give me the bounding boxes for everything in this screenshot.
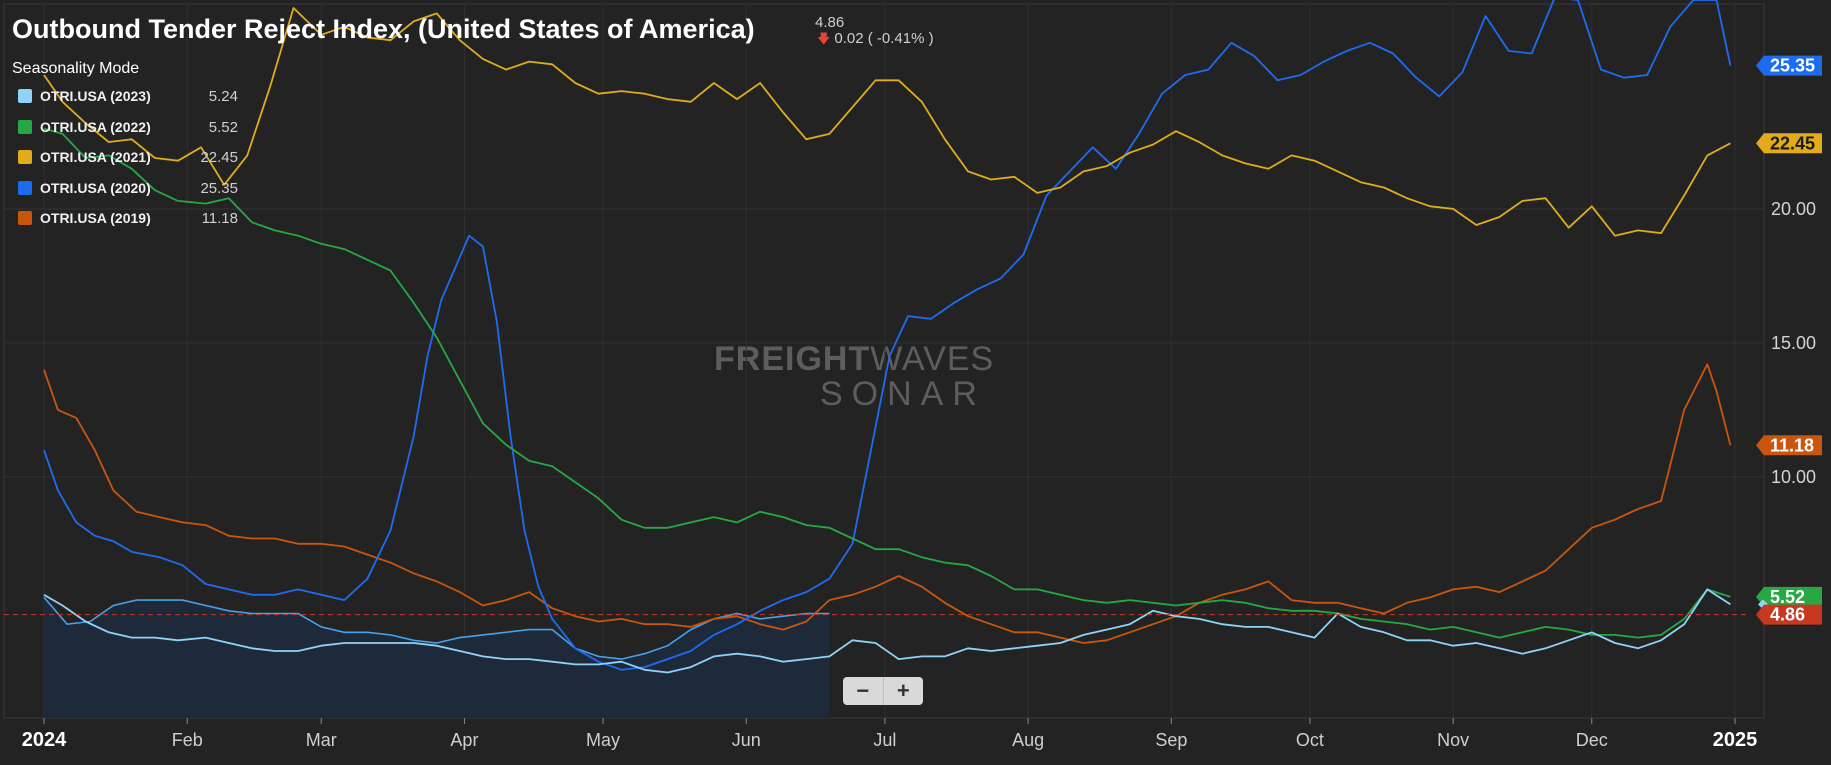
x-tick-label: Aug <box>1012 730 1044 750</box>
badge-text: 4.86 <box>1770 605 1805 625</box>
x-tick-label: 2025 <box>1713 729 1758 751</box>
badge-text: 5.52 <box>1770 587 1805 607</box>
badge-shape <box>1756 435 1822 456</box>
legend-label: OTRI.USA (2022) <box>40 118 151 135</box>
series-line-otri-usa-2022- <box>43 127 1731 639</box>
area-line <box>43 596 830 660</box>
seasonality-mode-label: Seasonality Mode <box>12 60 140 77</box>
y-tick-label: 15.00 <box>1771 333 1816 353</box>
zoom-out-button[interactable]: − <box>843 677 884 705</box>
x-tick-label: Sep <box>1155 730 1187 750</box>
x-tick-label: Dec <box>1576 730 1608 750</box>
value-badges: 5.52 22.45 25.35 11.18 4.86 <box>1756 55 1822 625</box>
series-line-otri-usa-2019- <box>43 363 1732 644</box>
x-tick-label: May <box>586 730 620 750</box>
legend-swatch <box>18 119 32 134</box>
badge-otri-usa-2022-: 5.52 <box>1756 586 1822 607</box>
legend-value: 25.35 <box>200 179 238 197</box>
legend: OTRI.USA (2023) 5.24 OTRI.USA (2022) 5.52 OT… <box>18 86 238 239</box>
zoom-controls: − + <box>843 677 923 705</box>
x-tick-label: Mar <box>306 730 337 750</box>
badge-text: 25.35 <box>1770 56 1815 76</box>
legend-label: OTRI.USA (2019) <box>40 210 151 226</box>
legend-item[interactable]: OTRI.USA (2021) 22.45 <box>18 147 238 178</box>
legend-item[interactable]: OTRI.USA (2022) 5.52 <box>18 117 238 148</box>
x-tick-label: 2024 <box>22 729 67 751</box>
badge-current-value: 4.86 <box>1756 604 1822 625</box>
series-line-otri-usa-2023- <box>43 588 1731 674</box>
legend-item[interactable]: OTRI.USA (2019) 11.18 <box>18 208 238 239</box>
area-fill <box>44 597 830 718</box>
legend-value: 5.24 <box>208 88 238 105</box>
plot-border <box>3 3 1765 719</box>
grid <box>3 3 1765 719</box>
x-tick-label: Jul <box>873 730 896 750</box>
series-line-otri-usa-2020- <box>43 0 1732 671</box>
legend-label: OTRI.USA (2021) <box>40 149 151 165</box>
legend-item[interactable]: OTRI.USA (2020) 25.35 <box>18 178 238 209</box>
legend-swatch <box>18 150 32 164</box>
badge-shape <box>1756 586 1822 607</box>
x-tick-label: Apr <box>450 730 478 750</box>
x-tick-label: Oct <box>1296 730 1324 750</box>
legend-value: 22.45 <box>200 149 238 166</box>
badge-otri-usa-2021-: 22.45 <box>1756 133 1822 154</box>
change-indicator: 🡇 0.02 ( -0.41% ) <box>817 30 934 52</box>
legend-label: OTRI.USA (2020) <box>40 179 151 196</box>
badge-text: 22.45 <box>1770 133 1815 153</box>
legend-value: 11.18 <box>201 210 238 227</box>
legend-value: 5.52 <box>208 118 238 136</box>
badge-text: 11.18 <box>1770 435 1814 455</box>
y-tick-label: 10.00 <box>1771 467 1816 487</box>
series-line-otri-usa-2021- <box>43 7 1731 237</box>
legend-swatch <box>18 211 32 225</box>
chart-title: Outbound Tender Reject Index, (United St… <box>12 14 755 44</box>
current-value: 4.86 <box>815 14 845 31</box>
legend-swatch <box>18 180 32 195</box>
legend-swatch <box>18 89 32 103</box>
area-series <box>43 596 830 718</box>
badge-shape <box>1756 133 1822 154</box>
legend-item[interactable]: OTRI.USA (2023) 5.24 <box>18 86 238 117</box>
badge-otri-usa-2020-: 25.35 <box>1756 55 1822 76</box>
x-tick-label: Nov <box>1437 730 1469 750</box>
y-tick-label: 20.00 <box>1771 199 1816 219</box>
axes: 10.00 15.00 20.00 2024 Feb Mar Apr May Jun Jul Aug… <box>22 4 1816 751</box>
badge-shape <box>1756 55 1822 76</box>
down-arrow-icon: 🡇 <box>817 31 831 46</box>
series-lines <box>43 0 1732 674</box>
x-tick-label: Feb <box>172 730 203 750</box>
badge-otri-usa-2019-: 11.18 <box>1756 435 1822 456</box>
legend-label: OTRI.USA (2023) <box>40 88 151 104</box>
badge-shape <box>1756 604 1822 625</box>
change-text: 0.02 ( -0.41% ) <box>834 30 934 47</box>
x-tick-label: Jun <box>732 730 761 750</box>
zoom-in-button[interactable]: + <box>896 678 910 703</box>
